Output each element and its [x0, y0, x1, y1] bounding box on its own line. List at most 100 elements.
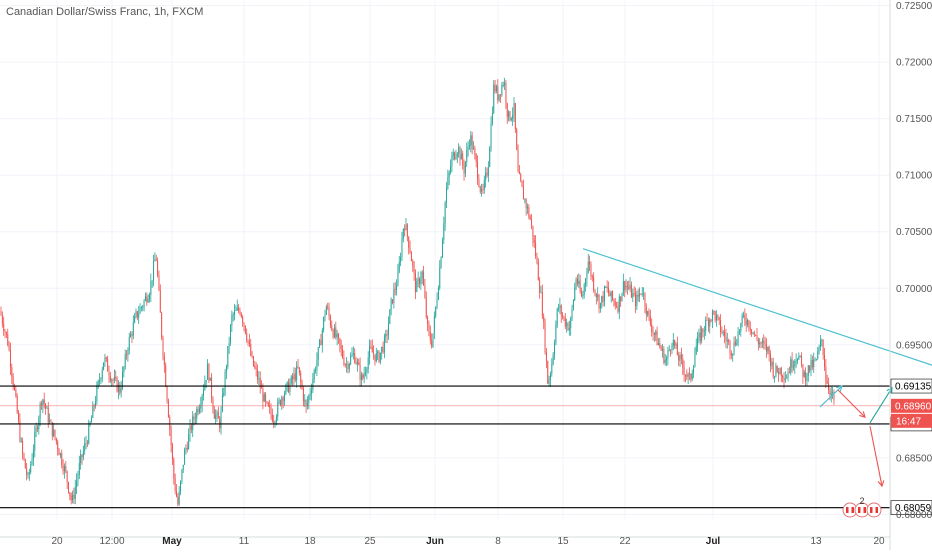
candle-body [267, 402, 269, 407]
candle-body [749, 328, 751, 330]
candle-body [363, 373, 365, 379]
candle-body [309, 393, 311, 396]
time-tick-label: 25 [364, 536, 376, 547]
candle-body [247, 340, 249, 342]
candle-body [409, 247, 411, 253]
candle-body [408, 236, 410, 248]
candle-body [743, 314, 744, 316]
candle-body [312, 379, 314, 390]
candle-body [413, 265, 415, 274]
candle-body [27, 474, 29, 476]
candle-body [535, 242, 537, 256]
candle-body [695, 345, 697, 355]
candle-body [365, 372, 366, 374]
candle-body [190, 425, 192, 431]
price-tick-label: 0.71500 [896, 114, 932, 125]
candle-body [725, 336, 727, 342]
candle-body [783, 377, 785, 381]
candle-body [531, 219, 533, 226]
candle-body [763, 340, 765, 343]
candle-body [11, 367, 13, 377]
candle-body [116, 377, 118, 392]
candle-body [450, 166, 452, 173]
arrow-line [869, 426, 883, 487]
candle-body [387, 323, 389, 336]
candle-body [491, 112, 493, 124]
candle-body [421, 271, 423, 279]
candle-body [613, 299, 615, 302]
candle-body [243, 323, 245, 326]
candle-body [362, 374, 364, 379]
candle-body [335, 327, 337, 338]
candle-body [178, 491, 180, 505]
flag-icon-stripe [872, 507, 876, 513]
candle-body [551, 364, 553, 374]
candle-body [518, 171, 520, 175]
candle-body [624, 281, 626, 290]
candle-body [127, 350, 129, 356]
candle-body [505, 82, 507, 104]
candle-body [82, 450, 84, 458]
candle-body [158, 275, 160, 290]
candle-body [325, 306, 327, 315]
candle-body [269, 406, 271, 408]
candle-body [578, 280, 580, 284]
candle-body [130, 334, 132, 338]
time-tick-label: May [162, 536, 182, 547]
candle-body [807, 365, 809, 376]
candle-body [304, 400, 306, 402]
candle-body [74, 486, 76, 499]
candle-body [427, 316, 429, 324]
candle-body [451, 156, 453, 167]
candle-body [747, 320, 749, 325]
candle-body [163, 356, 165, 366]
candle-body [70, 495, 72, 501]
candle-body [231, 315, 233, 326]
candle-body [265, 394, 267, 402]
candle-body [822, 339, 824, 355]
candle-body [533, 239, 535, 243]
candle-body [173, 459, 175, 479]
candle-body [346, 364, 348, 366]
candle-body [232, 314, 234, 316]
candle-body [134, 316, 136, 323]
price-tick-label: 0.70500 [896, 227, 932, 238]
candle-body [826, 381, 828, 384]
candle-body [694, 354, 696, 367]
candle-body [481, 188, 483, 192]
candle-body [196, 409, 198, 419]
candle-body [448, 172, 450, 178]
candle-body [500, 94, 501, 96]
candle-body [502, 84, 504, 86]
candle-body [741, 315, 743, 324]
candle-body [833, 392, 835, 401]
candle-body [99, 380, 101, 382]
candle-body [794, 361, 796, 367]
candle-body [609, 293, 611, 297]
candle-body [417, 278, 419, 282]
candle-body [76, 480, 78, 487]
level-label-text: 0.68059 [895, 503, 932, 514]
candle-body [594, 290, 596, 294]
candle-body [203, 389, 204, 396]
candle-body [711, 311, 713, 321]
candle-body [540, 292, 542, 294]
candle-body [16, 395, 18, 413]
candle-body [375, 353, 377, 362]
candle-body [288, 381, 290, 393]
candle-body [815, 358, 817, 360]
candle-body [625, 285, 627, 290]
candle-body [761, 340, 763, 344]
candle-body [315, 370, 317, 371]
candle-body [717, 315, 719, 318]
candle-body [257, 369, 258, 380]
candle-body [0, 310, 2, 315]
candle-body [697, 337, 699, 346]
candle-body [616, 305, 618, 307]
candle-body [470, 135, 472, 146]
candle-body [698, 332, 700, 338]
candle-body [618, 296, 620, 312]
candle-body [369, 346, 371, 358]
